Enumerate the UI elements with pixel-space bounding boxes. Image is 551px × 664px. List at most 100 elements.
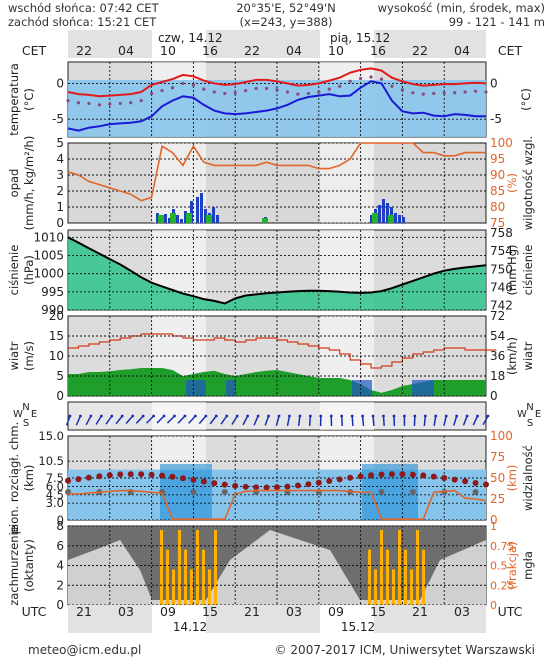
- wind-arrow: [125, 415, 134, 425]
- wind-block: [186, 380, 206, 396]
- vis-tick-left: 7.5: [46, 471, 64, 485]
- pressure-ylabel-2: (hPa): [22, 255, 36, 285]
- vis-tick-right: 0: [490, 513, 498, 527]
- temperature-point: [223, 91, 227, 96]
- wind-ylabel-4: wiatr: [521, 341, 535, 370]
- precip-ylabel-2: (mm/h, kg/m²/h): [22, 136, 36, 231]
- cloud-top-dot: [106, 472, 113, 479]
- visibility-panel: 0 3.04.56.07.5 10.5 15.0 0 25 50 75 100 pion. roz…: [7, 422, 535, 535]
- wind-arrow-head: [382, 414, 385, 418]
- temp-tick-left: -5: [52, 112, 64, 126]
- precip-bar: [386, 203, 389, 223]
- precip-ylabel-1: opad: [7, 169, 21, 198]
- pressure-tick-right: 742: [490, 299, 513, 313]
- cloud-top-dot: [294, 482, 301, 489]
- temperature-point: [212, 90, 216, 94]
- temperature-point: [484, 90, 488, 94]
- wind-block: [412, 380, 434, 396]
- precip-bar: [402, 217, 405, 223]
- temperature-point: [400, 88, 404, 92]
- sunset-text: zachód słońca: 15:21 CET: [8, 15, 157, 29]
- wind-arrow-head: [288, 414, 291, 418]
- wind-arrow-head: [476, 414, 479, 418]
- elevation-label: wysokość (min, środek, max): [378, 1, 545, 15]
- precip-bar: [196, 197, 199, 223]
- tz-right-top: CET: [498, 43, 523, 58]
- bottom-hour-label: 21: [76, 604, 92, 619]
- fog-bar: [374, 569, 377, 605]
- cloud-top-dot: [347, 474, 354, 481]
- wind-arrow-head: [455, 414, 459, 418]
- temperature-point: [285, 90, 290, 94]
- humidity-tick: 95: [490, 152, 505, 166]
- pressure-tick-left: 1000: [33, 267, 64, 281]
- fog-bar: [190, 569, 193, 605]
- cloud-top-dot: [96, 473, 103, 480]
- pressure-tick-left: 995: [41, 285, 64, 299]
- wind-arrow: [75, 415, 82, 426]
- cloud-mid-dot: [472, 489, 479, 495]
- wind-arrow-head: [225, 414, 229, 418]
- humidity-tick: 85: [490, 184, 505, 198]
- temperature-point: [432, 91, 436, 96]
- temperature-line: [67, 67, 487, 98]
- temp-ylabel-right: (°C): [519, 88, 533, 111]
- daylight-bottom-1: [152, 605, 206, 633]
- wind-arrow-head: [403, 414, 406, 418]
- fog-bar: [416, 529, 419, 605]
- fog-bar: [410, 569, 413, 605]
- precip-bar: [212, 207, 215, 223]
- compass-left-N: N: [22, 402, 29, 413]
- wind-arrow-head: [319, 414, 323, 418]
- daylight-top-2: [320, 30, 374, 58]
- pressure-tick-right: 758: [490, 226, 513, 240]
- gust-line: [68, 333, 497, 369]
- cloud-top-dot: [409, 471, 416, 478]
- top-hour-label: 16: [370, 43, 386, 58]
- wind-arrow-head: [120, 414, 124, 418]
- temperature-point: [421, 92, 425, 96]
- wind-arrow: [340, 415, 344, 427]
- cloud-tick-left: 2: [56, 578, 64, 592]
- fog-bar: [178, 529, 181, 605]
- wind-arrow-head: [110, 414, 114, 418]
- footer-email[interactable]: meteo@icm.edu.pl: [28, 643, 141, 657]
- cloud-top-dot: [483, 481, 489, 488]
- temperature-point: [348, 79, 352, 83]
- cloud-top-dot: [221, 481, 228, 488]
- cloud-top-dot: [378, 471, 385, 478]
- temperature-point: [118, 101, 122, 106]
- wind-arrow-head: [371, 414, 375, 418]
- cloud-top-dot: [179, 475, 186, 482]
- wind-arrow-head: [235, 414, 239, 418]
- vis-ylabel-2: (km): [22, 465, 36, 492]
- temperature-point: [76, 101, 81, 105]
- wind-arrow-head: [204, 414, 208, 418]
- temperature-point: [379, 77, 384, 81]
- precip-tick: 3: [56, 168, 64, 182]
- compass-right-W: W: [517, 409, 527, 420]
- vis-tick-left: 3.0: [46, 496, 64, 510]
- fog-bar: [422, 549, 425, 605]
- compass-left-W: W: [13, 409, 23, 420]
- temperature-point: [317, 90, 321, 94]
- cloud-mid-dot: [378, 489, 385, 495]
- dewpoint-line: [67, 80, 486, 132]
- wind-arrow: [156, 415, 165, 424]
- wind-arrow: [177, 415, 186, 424]
- cloud-top-dot: [253, 484, 260, 491]
- wind-arrow-head: [267, 414, 270, 418]
- humidity-tick: 100: [490, 136, 513, 150]
- pressure-tick-right: 746: [490, 280, 513, 294]
- daylight-bottom-2: [320, 605, 374, 633]
- vis-tick-left: 4.5: [46, 488, 64, 502]
- precip-tick: 5: [56, 136, 64, 150]
- snow-bar: [186, 213, 192, 223]
- wind-arrow: [231, 415, 238, 425]
- cloud-top-dot: [242, 483, 249, 490]
- fog-bar: [166, 549, 169, 605]
- temperature-point: [191, 83, 195, 87]
- bottom-hour-label: 03: [118, 604, 134, 619]
- daylight-band: [320, 402, 374, 430]
